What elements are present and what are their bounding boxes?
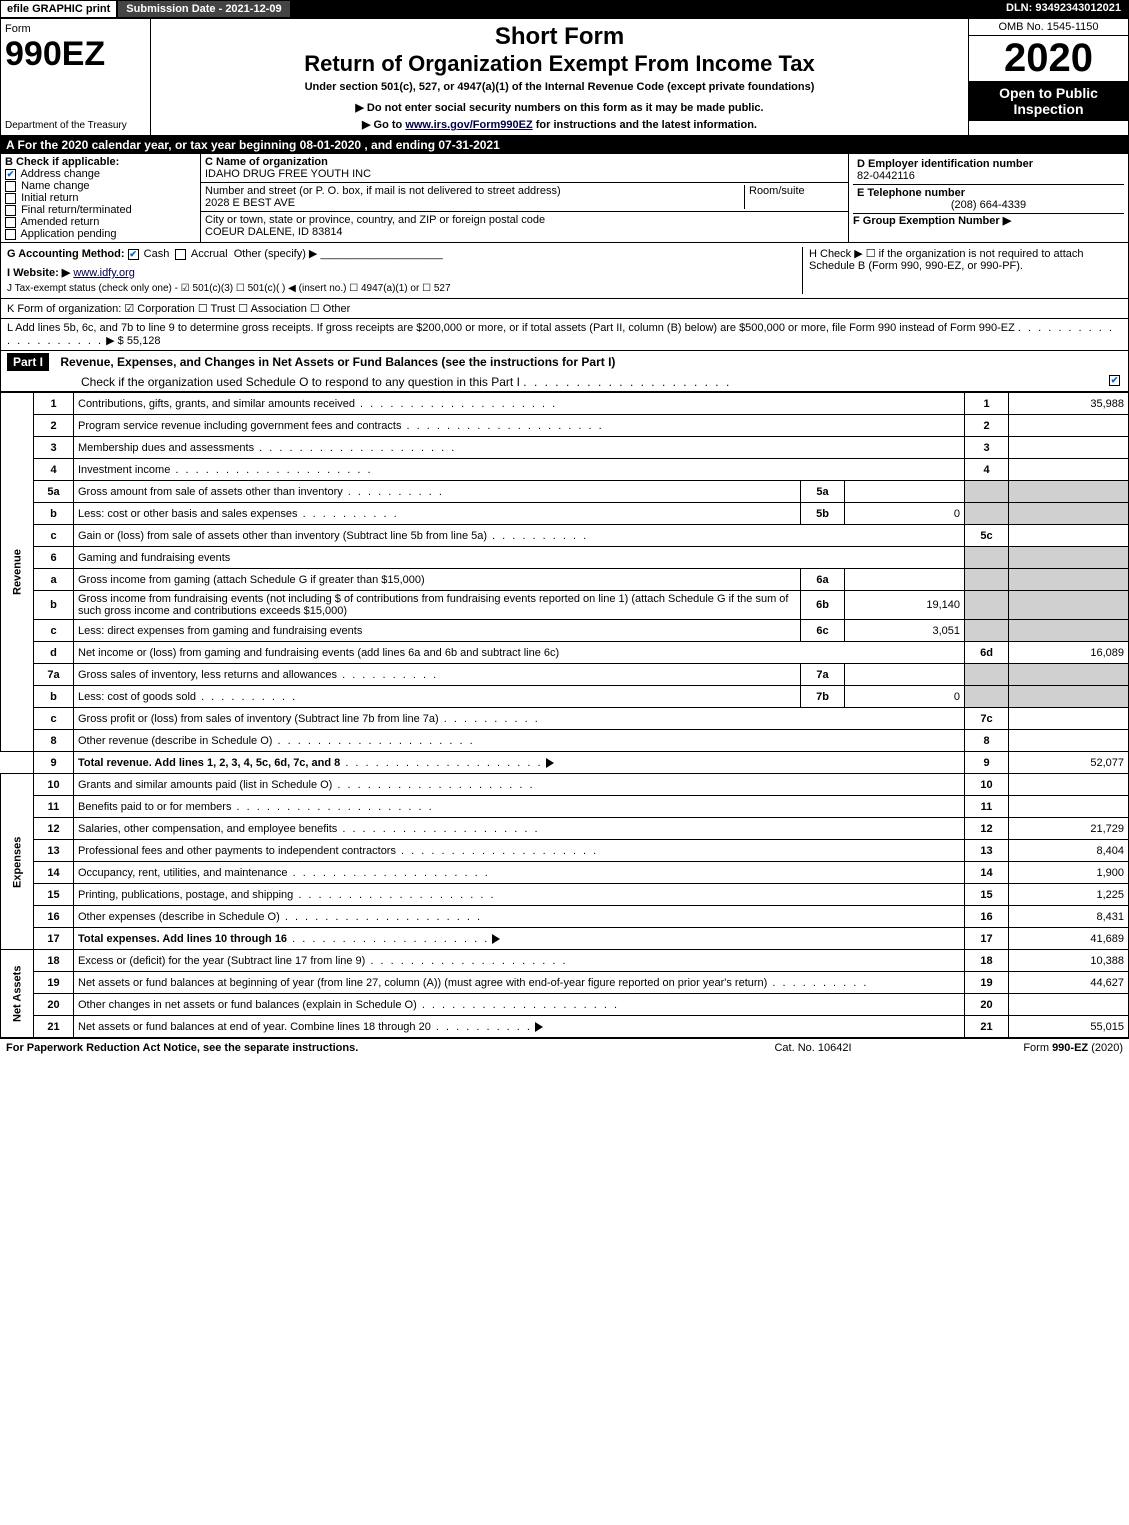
form-number: 990EZ (5, 35, 146, 74)
line-g: G Accounting Method: ✔ Cash Accrual Othe… (7, 247, 802, 260)
checkbox-address-change[interactable]: ✔ Address change (5, 168, 196, 180)
org-name: IDAHO DRUG FREE YOUTH INC (205, 168, 844, 180)
line-6c-value: 3,051 (845, 620, 965, 642)
line-k: K Form of organization: ☑ Corporation ☐ … (0, 299, 1129, 319)
return-title: Return of Organization Exempt From Incom… (159, 51, 960, 77)
gross-receipts-amount: 55,128 (127, 335, 161, 347)
line-i: I Website: ▶ www.idfy.org (7, 266, 802, 279)
line-5b-value: 0 (845, 503, 965, 525)
line-12-value: 21,729 (1009, 818, 1129, 840)
line-6b-value: 19,140 (845, 591, 965, 620)
page-footer: For Paperwork Reduction Act Notice, see … (0, 1038, 1129, 1057)
line-l: L Add lines 5b, 6c, and 7b to line 9 to … (0, 319, 1129, 351)
box-c: C Name of organization IDAHO DRUG FREE Y… (201, 154, 848, 242)
line-15-value: 1,225 (1009, 884, 1129, 906)
dln-label: DLN: 93492343012021 (998, 0, 1129, 18)
schedule-o-checkbox[interactable]: ✔ (1109, 375, 1120, 386)
irs-link[interactable]: www.irs.gov/Form990EZ (405, 119, 532, 131)
box-b: B Check if applicable: ✔ Address change … (1, 154, 201, 242)
tax-year: 2020 (969, 36, 1128, 81)
net-assets-side-label: Net Assets (1, 950, 34, 1038)
box-d: D Employer identification number 82-0442… (848, 154, 1128, 242)
revenue-side-label: Revenue (1, 393, 34, 752)
goto-link[interactable]: ▶ Go to www.irs.gov/Form990EZ for instru… (159, 118, 960, 131)
line-9-value: 52,077 (1009, 752, 1129, 774)
line-16-value: 8,431 (1009, 906, 1129, 928)
line-h: H Check ▶ ☐ if the organization is not r… (802, 247, 1122, 294)
city-label: City or town, state or province, country… (205, 214, 844, 226)
arrow-icon (535, 1022, 543, 1032)
schedule-o-check-text: Check if the organization used Schedule … (81, 375, 520, 389)
ein-label: D Employer identification number (857, 158, 1120, 170)
org-info-row: B Check if applicable: ✔ Address change … (0, 154, 1129, 243)
line-19-value: 44,627 (1009, 972, 1129, 994)
efile-print-label[interactable]: efile GRAPHIC print (0, 0, 117, 18)
street-value: 2028 E BEST AVE (205, 197, 744, 209)
catalog-number: Cat. No. 10642I (703, 1042, 923, 1054)
tax-period-bar: A For the 2020 calendar year, or tax yea… (0, 136, 1129, 154)
no-ssn-text: ▶ Do not enter social security numbers o… (159, 101, 960, 114)
line-21-value: 55,015 (1009, 1016, 1129, 1038)
form-header: Form 990EZ Department of the Treasury Sh… (0, 18, 1129, 136)
under-section-text: Under section 501(c), 527, or 4947(a)(1)… (159, 81, 960, 93)
line-17-value: 41,689 (1009, 928, 1129, 950)
street-label: Number and street (or P. O. box, if mail… (205, 185, 744, 197)
dept-label: Department of the Treasury (5, 120, 146, 131)
form-reference: Form 990-EZ (2020) (923, 1042, 1123, 1054)
city-value: COEUR DALENE, ID 83814 (205, 226, 844, 238)
group-exemption-label: F Group Exemption Number ▶ (853, 214, 1124, 227)
checkbox-application-pending[interactable]: Application pending (5, 228, 196, 240)
part-i-bar: Part I (7, 353, 49, 371)
line-13-value: 8,404 (1009, 840, 1129, 862)
checkbox-amended-return[interactable]: Amended return (5, 216, 196, 228)
line-14-value: 1,900 (1009, 862, 1129, 884)
phone-label: E Telephone number (857, 187, 1120, 199)
line-7b-value: 0 (845, 686, 965, 708)
line-j: J Tax-exempt status (check only one) - ☑… (7, 283, 802, 294)
checkbox-final-return[interactable]: Final return/terminated (5, 204, 196, 216)
omb-number: OMB No. 1545-1150 (969, 19, 1128, 36)
arrow-icon (546, 758, 554, 768)
checkbox-initial-return[interactable]: Initial return (5, 192, 196, 204)
line-18-value: 10,388 (1009, 950, 1129, 972)
form-word: Form (5, 23, 146, 35)
checkbox-name-change[interactable]: Name change (5, 180, 196, 192)
short-form-title: Short Form (159, 23, 960, 51)
line-1-value: 35,988 (1009, 393, 1129, 415)
part-i-title: Revenue, Expenses, and Changes in Net As… (60, 355, 615, 369)
expenses-side-label: Expenses (1, 774, 34, 950)
arrow-icon (492, 934, 500, 944)
paperwork-notice: For Paperwork Reduction Act Notice, see … (6, 1042, 703, 1054)
box-b-title: B Check if applicable: (5, 156, 196, 168)
accounting-method-row: G Accounting Method: ✔ Cash Accrual Othe… (0, 243, 1129, 299)
part-i-header: Part I Revenue, Expenses, and Changes in… (0, 351, 1129, 392)
website-link[interactable]: www.idfy.org (73, 267, 135, 279)
part-i-table: Revenue 1 Contributions, gifts, grants, … (0, 392, 1129, 1038)
room-label: Room/suite (749, 185, 844, 197)
org-name-label: C Name of organization (205, 156, 844, 168)
phone-value: (208) 664-4339 (857, 199, 1120, 211)
submission-date-label: Submission Date - 2021-12-09 (117, 0, 290, 18)
open-to-public: Open to Public Inspection (969, 81, 1128, 121)
ein-value: 82-0442116 (857, 170, 1120, 182)
line-6d-value: 16,089 (1009, 642, 1129, 664)
top-bar: efile GRAPHIC print Submission Date - 20… (0, 0, 1129, 18)
